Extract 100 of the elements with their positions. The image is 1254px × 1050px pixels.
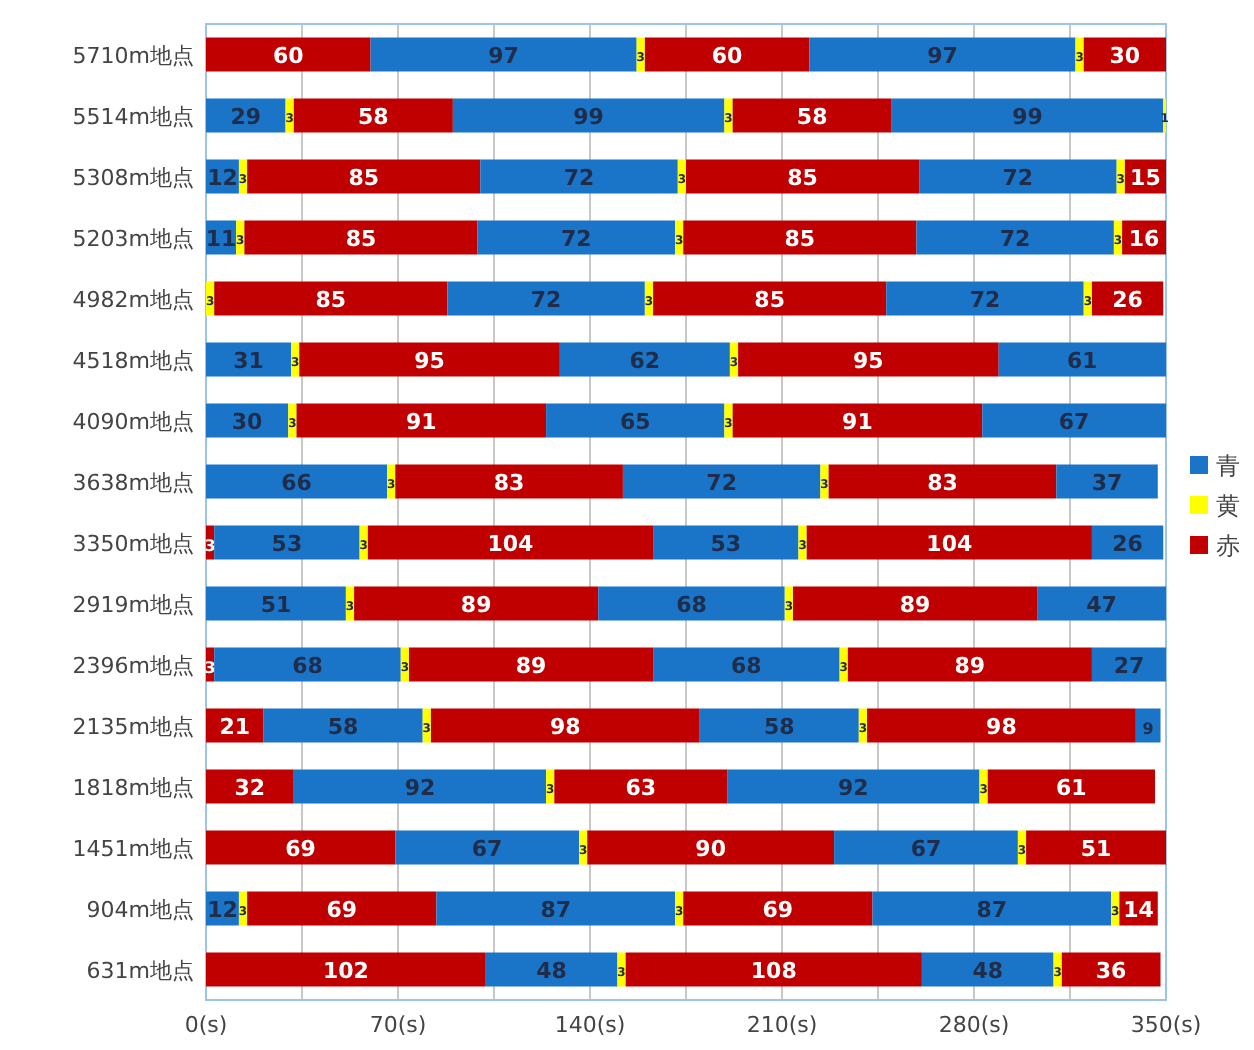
bar [625,952,922,987]
data-label: 58 [327,713,359,740]
y-tick-label: 4090m地点 [72,408,194,435]
bar [452,98,725,133]
data-label: 58 [796,103,828,130]
bar [206,586,346,621]
data-label: 14 [1123,896,1155,923]
data-label: 85 [345,225,377,252]
bar [214,525,360,560]
bar [683,891,873,926]
y-tick-label: 631m地点 [86,957,194,984]
data-label: 97 [927,42,958,69]
data-label: 85 [754,286,785,313]
y-tick-label: 2396m地点 [72,652,194,679]
data-label: 99 [573,103,604,130]
data-label: 61 [1067,347,1098,374]
y-tick-label: 1451m地点 [72,835,194,862]
bar [921,952,1054,987]
data-label: 27 [1113,652,1145,679]
legend-label: 赤 [1216,532,1240,560]
data-label: 30 [1109,42,1141,69]
bar [480,159,678,194]
bar [919,159,1117,194]
bar [395,830,580,865]
data-label: 9 [1142,719,1155,738]
bar [738,342,999,377]
bar [1061,952,1161,987]
y-tick-label: 3638m地点 [72,469,194,496]
data-label: 51 [1080,835,1112,862]
data-label: 68 [292,652,323,679]
data-label: 11 [205,225,237,252]
bar [792,586,1038,621]
bar [998,342,1166,377]
bar [867,708,1136,743]
y-tick-label: 2919m地点 [72,591,194,618]
data-label: 91 [842,408,873,435]
data-label: 85 [784,225,816,252]
bar [430,708,700,743]
data-label: 61 [1056,774,1087,801]
data-label: 16 [1128,225,1161,252]
data-label: 48 [972,957,1004,984]
bar [263,708,423,743]
data-label: 32 [234,774,266,801]
bar [987,769,1156,804]
data-label: 36 [1095,957,1128,984]
bar [299,342,560,377]
bar [1026,830,1166,865]
y-tick-label: 5710m地点 [72,42,194,69]
bar [408,647,654,682]
data-label: 31 [233,347,264,374]
bar [686,159,920,194]
bar [206,464,388,499]
bar [1056,464,1158,499]
x-tick-label: 70(s) [369,1012,427,1038]
bar [809,37,1076,72]
data-label: 69 [326,896,358,923]
data-label: 72 [1002,164,1034,191]
data-label: 69 [762,896,794,923]
data-label: 37 [1091,469,1123,496]
bar [546,403,725,438]
data-label: 91 [406,408,437,435]
data-label: 60 [272,42,305,69]
bar [206,37,371,72]
data-label: 53 [710,530,742,557]
bar [559,342,730,377]
bar [982,403,1166,438]
bar [214,647,401,682]
data-label: 51 [260,591,292,618]
data-label: 87 [540,896,572,923]
bar [886,281,1084,316]
bar [872,891,1112,926]
data-label: 72 [999,225,1031,252]
bar [732,403,983,438]
y-tick-label: 5514m地点 [72,103,194,130]
data-label: 102 [322,957,369,984]
data-label: 15 [1130,164,1161,191]
bar [206,830,396,865]
data-label: 98 [550,713,581,740]
bar [847,647,1092,682]
data-label: 29 [230,103,262,130]
bar [293,769,547,804]
data-label: 90 [695,835,727,862]
bar [395,464,623,499]
bar [247,891,437,926]
bar [244,220,478,255]
data-label: 97 [488,42,519,69]
data-label: 104 [487,530,535,557]
data-label: 69 [285,835,316,862]
data-label: 58 [358,103,389,130]
data-label: 12 [207,164,238,191]
bar [1135,708,1161,743]
data-label: 72 [560,225,592,252]
data-label: 72 [563,164,595,191]
bar [206,342,292,377]
data-label: 65 [619,408,651,435]
bar [727,769,980,804]
y-tick-label: 5308m地点 [72,164,194,191]
data-label: 98 [986,713,1017,740]
data-label: 89 [954,652,986,679]
bar [653,525,799,560]
